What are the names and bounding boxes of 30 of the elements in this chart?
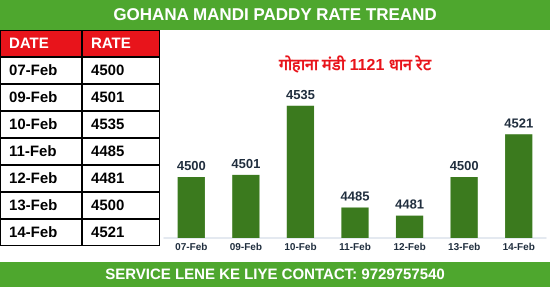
data-label: 4521 (82, 219, 160, 246)
x-tick-label: 14-Feb (502, 242, 535, 253)
data-label: 4521 (504, 115, 534, 130)
data-label: 4481 (395, 196, 424, 212)
data-label: 4501 (82, 84, 160, 111)
data-label: 4485 (82, 138, 160, 165)
data-label: 4485 (340, 188, 370, 204)
x-tick-label: 13-Feb (448, 242, 480, 253)
data-label: 4500 (450, 158, 479, 174)
x-tick-label: 11-Feb (339, 242, 371, 253)
text: DATE (0, 30, 82, 57)
data-label: 4500 (82, 57, 160, 84)
category-label: 07-Feb (0, 57, 82, 84)
x-tick-label: 09-Feb (230, 242, 262, 253)
data-label: 4501 (231, 156, 260, 171)
category-label: 10-Feb (0, 111, 82, 138)
chart-subtitle: गोहाना मंडी 1121 धान रेट (278, 55, 432, 74)
data-label: 4500 (82, 192, 160, 219)
data-label: 4535 (286, 86, 315, 102)
x-tick-label: 12-Feb (393, 242, 426, 253)
data-label: 4500 (176, 158, 206, 174)
category-label: 12-Feb (0, 165, 82, 192)
category-label: 13-Feb (0, 192, 82, 219)
data-label: 4535 (82, 111, 160, 138)
category-label: 09-Feb (0, 84, 82, 111)
text: RATE (82, 30, 160, 57)
x-tick-label: 07-Feb (175, 242, 208, 253)
x-tick-label: 10-Feb (284, 242, 317, 253)
data-label: 4481 (82, 165, 160, 192)
category-label: 11-Feb (0, 138, 82, 165)
